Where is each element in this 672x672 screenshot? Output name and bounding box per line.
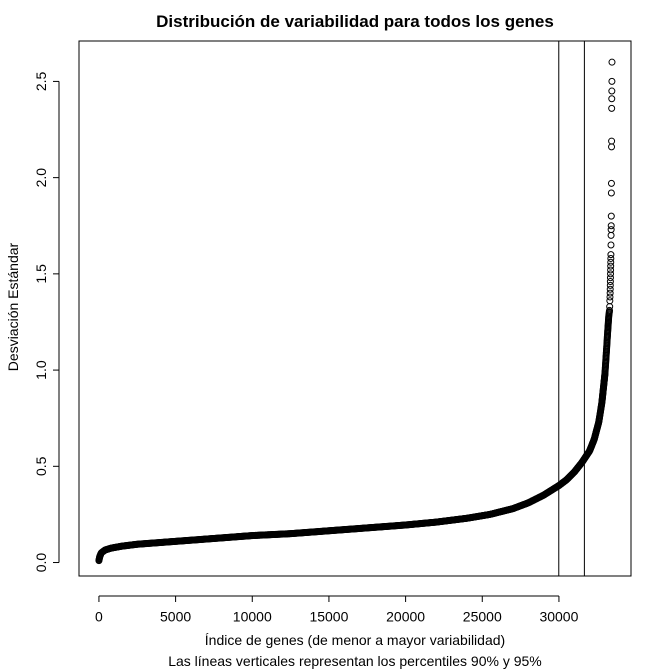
x-tick-label: 5000: [160, 608, 191, 624]
chart-title: Distribución de variabilidad para todos …: [156, 12, 554, 31]
data-point: [607, 262, 615, 270]
x-tick-label: 20000: [386, 608, 425, 624]
data-point: [606, 274, 614, 282]
y-tick-label: 0.0: [33, 553, 49, 573]
y-tick-label: 2.0: [33, 168, 49, 188]
data-point: [607, 270, 615, 278]
data-point: [607, 251, 615, 259]
data-point: [607, 189, 615, 197]
chart-subtitle: Las líneas verticales representan los pe…: [168, 653, 542, 669]
data-point: [607, 179, 615, 187]
y-tick-label: 0.5: [33, 456, 49, 476]
data-points: [95, 58, 616, 565]
data-point: [607, 254, 615, 262]
data-point: [606, 285, 614, 293]
data-point: [608, 58, 616, 66]
data-point: [607, 241, 615, 249]
x-tick-label: 10000: [233, 608, 272, 624]
data-point: [607, 258, 615, 266]
x-tick-label: 0: [95, 608, 103, 624]
data-point: [607, 266, 615, 274]
data-point: [606, 278, 614, 286]
data-point: [608, 87, 616, 95]
data-point: [608, 143, 616, 151]
data-point: [608, 137, 616, 145]
data-point: [608, 95, 616, 103]
data-point: [608, 77, 616, 85]
y-axis-title: Desviación Estándar: [5, 242, 21, 371]
y-tick-label: 2.5: [33, 71, 49, 91]
data-point: [607, 231, 615, 239]
x-axis: 0 5000 10000 15000 20000 25000 30000: [95, 595, 579, 624]
x-tick-label: 25000: [463, 608, 502, 624]
x-axis-title: Índice de genes (de menor a mayor variab…: [205, 632, 505, 648]
y-tick-label: 1.5: [33, 264, 49, 284]
plot-area-border: [78, 40, 632, 577]
data-point: [606, 306, 614, 314]
data-point: [606, 289, 614, 297]
data-point: [607, 212, 615, 220]
y-tick-label: 1.0: [33, 360, 49, 380]
data-point: [606, 281, 614, 289]
x-tick-label: 15000: [309, 608, 348, 624]
data-point: [608, 104, 616, 112]
percentile-lines: percentil 90%percentil 95%: [558, 41, 585, 576]
data-point: [607, 222, 615, 230]
data-point: [607, 226, 615, 234]
x-tick-label: 30000: [539, 608, 578, 624]
data-point: [606, 297, 614, 305]
data-point: [606, 293, 614, 301]
y-axis: 0.0 0.5 1.0 1.5 2.0 2.5: [33, 71, 60, 573]
